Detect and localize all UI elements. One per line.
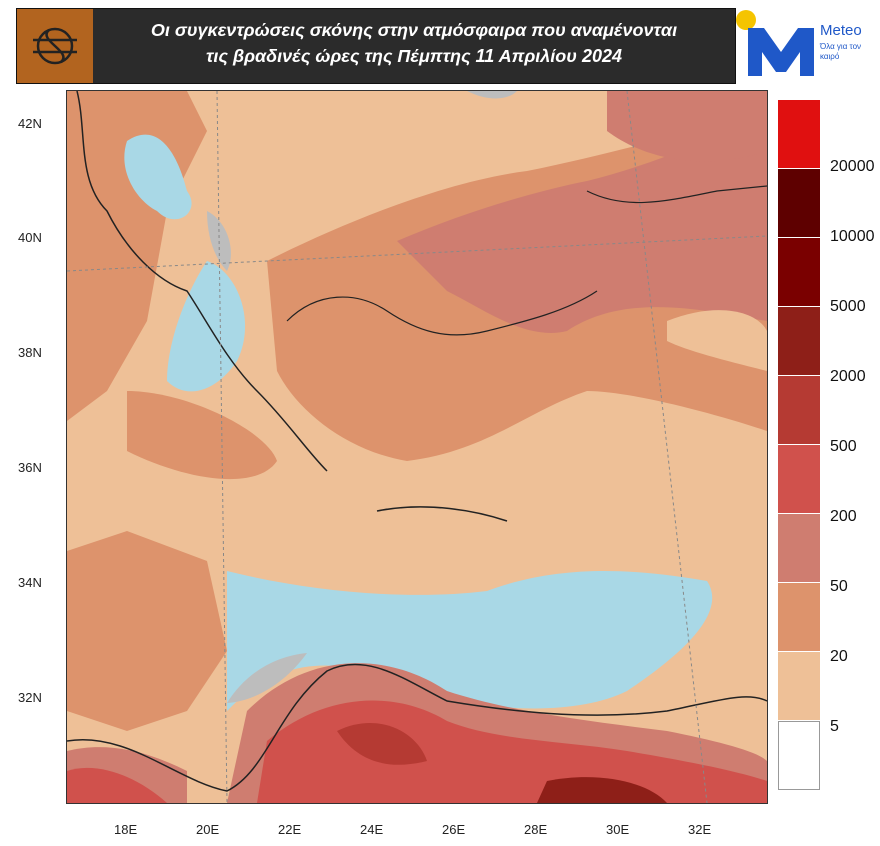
colorbar-cell: [778, 652, 820, 721]
header-bar: Οι συγκεντρώσεις σκόνης στην ατμόσφαιρα …: [16, 8, 736, 84]
brand-tagline: Όλα για τον καιρό: [820, 42, 862, 61]
lon-label-18e: 18E: [114, 822, 138, 837]
colorbar-cell: [778, 376, 820, 445]
lat-label-36n: 36N: [18, 460, 42, 475]
colorbar-cell: [778, 100, 820, 169]
colorbar-label: 200: [830, 508, 857, 525]
brand-name: Meteo: [820, 22, 862, 39]
colorbar-cell: [778, 445, 820, 514]
lat-label-38n: 38N: [18, 345, 42, 360]
header-title-line1: Οι συγκεντρώσεις σκόνης στην ατμόσφαιρα …: [150, 20, 678, 40]
lon-label-24e: 24E: [360, 822, 384, 837]
colorbar-label: 20: [830, 648, 848, 665]
colorbar-label: 20000: [830, 158, 875, 175]
colorbar-cell: [778, 583, 820, 652]
colorbar: [778, 100, 820, 790]
lat-label-42n: 42N: [18, 116, 42, 131]
sun-dot-icon: [736, 10, 756, 30]
lon-label-26e: 26E: [442, 822, 466, 837]
colorbar-label: 5000: [830, 298, 866, 315]
colorbar-label: 500: [830, 438, 857, 455]
colorbar-cell: [778, 307, 820, 376]
header-logo: [17, 9, 93, 83]
meteo-m-icon: [748, 28, 814, 76]
lon-label-22e: 22E: [278, 822, 302, 837]
wind-spiral-icon: [33, 27, 77, 65]
colorbar-cell: [778, 514, 820, 583]
lon-label-30e: 30E: [606, 822, 630, 837]
header-title-line2: τις βραδινές ώρες της Πέμπτης 11 Απριλίο…: [206, 46, 622, 66]
colorbar-label: 5: [830, 718, 839, 735]
colorbar-label: 10000: [830, 228, 875, 245]
lat-label-34n: 34N: [18, 575, 42, 590]
lat-label-40n: 40N: [18, 230, 42, 245]
dust-map: [66, 90, 768, 804]
lon-label-28e: 28E: [524, 822, 548, 837]
lat-label-32n: 32N: [18, 690, 42, 705]
colorbar-label: 50: [830, 578, 848, 595]
colorbar-label: 2000: [830, 368, 866, 385]
header-title: Οι συγκεντρώσεις σκόνης στην ατμόσφαιρα …: [97, 17, 731, 69]
lon-label-20e: 20E: [196, 822, 220, 837]
dust-map-svg: [67, 91, 767, 803]
colorbar-cell: [778, 169, 820, 238]
colorbar-cell: [778, 721, 820, 790]
lon-label-32e: 32E: [688, 822, 712, 837]
brand-logo: Meteo Όλα για τον καιρό: [736, 8, 874, 82]
colorbar-cell: [778, 238, 820, 307]
